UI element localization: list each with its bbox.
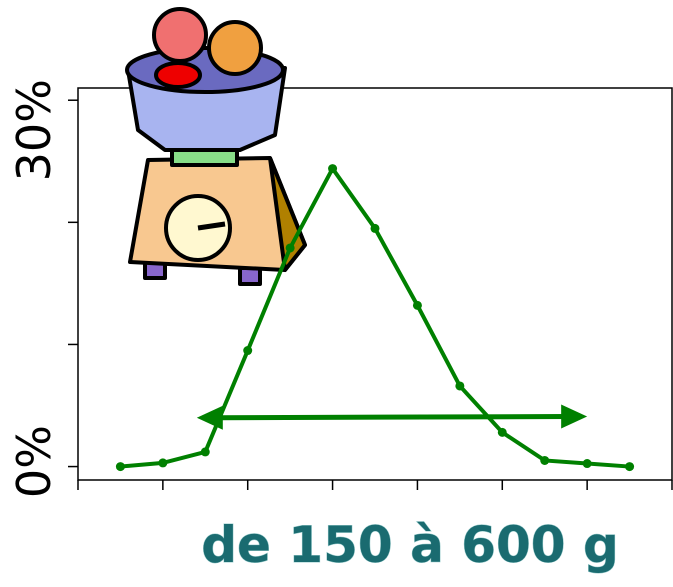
point: [328, 164, 338, 174]
point: [497, 427, 507, 437]
point: [370, 223, 380, 233]
plot-frame: [77, 87, 673, 481]
y-tick-label: 30%: [7, 79, 61, 181]
point: [243, 346, 253, 356]
point: [625, 462, 635, 472]
point: [412, 300, 422, 310]
x-axis-label: de 150 à 600 g: [201, 516, 619, 574]
point: [455, 381, 465, 391]
point: [115, 462, 125, 472]
arrow-head: [561, 404, 588, 429]
arrow-head: [196, 405, 223, 430]
point: [285, 243, 295, 253]
point: [582, 459, 592, 469]
point: [540, 455, 550, 465]
scale-clipart: [125, 7, 307, 286]
range-arrow: [214, 413, 570, 421]
point: [200, 447, 210, 457]
y-tick-label: 0%: [7, 425, 61, 498]
point: [158, 458, 168, 468]
